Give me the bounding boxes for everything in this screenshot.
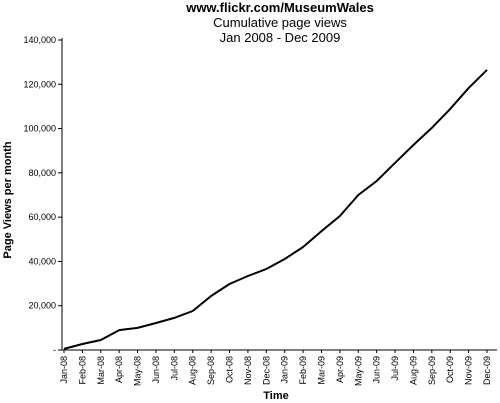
x-tick-label: Sep-08: [206, 356, 216, 385]
x-tick-label: Oct-09: [445, 356, 455, 383]
x-tick-label: Mar-08: [96, 356, 106, 385]
x-tick-label: Sep-09: [427, 356, 437, 385]
y-tick-label: 40,000: [28, 256, 56, 266]
chart-subtitle: Cumulative page views: [213, 15, 347, 30]
x-tick-label: Jun-09: [372, 356, 382, 384]
line-series: [63, 69, 488, 350]
x-tick-label: Jul-09: [390, 356, 400, 381]
chart-title: www.flickr.com/MuseumWales: [185, 0, 374, 15]
y-axis-label: Page Views per month: [2, 141, 14, 258]
x-tick-label: Dec-09: [482, 356, 492, 385]
x-tick-label: Mar-09: [316, 356, 326, 385]
x-tick-label: Oct-08: [225, 356, 235, 383]
y-tick-label: 100,000: [23, 124, 56, 134]
x-tick-label: Jun-08: [151, 356, 161, 384]
y-tick-label: 140,000: [23, 35, 56, 45]
x-tick-label: Aug-08: [188, 356, 198, 385]
x-tick-label: Feb-09: [298, 356, 308, 385]
y-tick-label: -: [53, 345, 56, 355]
y-tick-label: 20,000: [28, 301, 56, 311]
x-tick-label: May-09: [353, 356, 363, 386]
y-tick-label: 60,000: [28, 212, 56, 222]
x-tick-label: Apr-08: [114, 356, 124, 383]
x-tick-label: Jul-08: [169, 356, 179, 381]
x-tick-label: May-08: [133, 356, 143, 386]
x-tick-label: Jan-09: [280, 356, 290, 384]
x-tick-label: Nov-08: [243, 356, 253, 385]
y-tick-label: 80,000: [28, 168, 56, 178]
x-tick-label: Nov-09: [464, 356, 474, 385]
x-tick-label: Dec-08: [261, 356, 271, 385]
chart-period: Jan 2008 - Dec 2009: [220, 30, 341, 45]
x-tick-label: Aug-09: [408, 356, 418, 385]
x-axis-label: Time: [263, 390, 288, 402]
x-tick-label: Apr-09: [335, 356, 345, 383]
x-tick-label: Feb-08: [77, 356, 87, 385]
y-tick-label: 120,000: [23, 79, 56, 89]
x-tick-label: Jan-08: [59, 356, 69, 384]
